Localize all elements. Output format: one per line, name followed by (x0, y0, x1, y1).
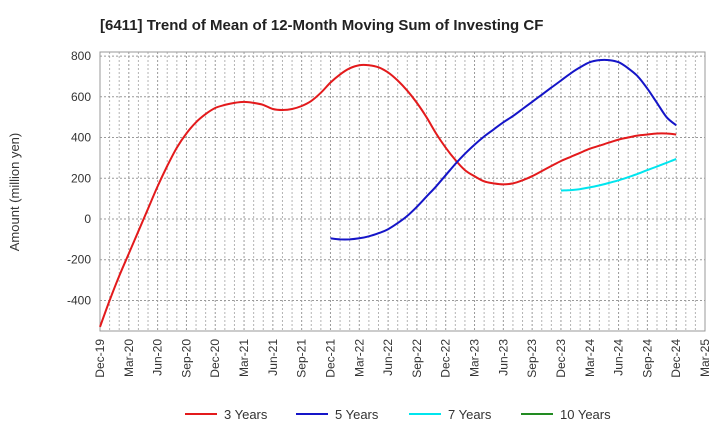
y-tick-label: -200 (67, 253, 91, 267)
x-tick-label: Dec-19 (93, 339, 107, 378)
legend: 3 Years 5 Years 7 Years 10 Years (185, 407, 611, 422)
x-tick-label: Sep-21 (295, 339, 309, 378)
chart-title: [6411] Trend of Mean of 12-Month Moving … (100, 17, 543, 34)
series-line-7-years (560, 157, 677, 192)
x-tick-label: Mar-25 (698, 339, 712, 377)
x-tick-label: Jun-22 (381, 339, 395, 376)
grid (99, 52, 706, 331)
x-tick-label: Dec-23 (554, 339, 568, 378)
y-axis-ticks: 800 600 400 200 0 -200 -400 (67, 49, 91, 307)
x-tick-label: Jun-24 (612, 339, 626, 376)
x-tick-label: Mar-22 (352, 339, 366, 377)
x-tick-label: Jun-23 (496, 339, 510, 376)
x-tick-label: Dec-20 (208, 339, 222, 378)
x-tick-label: Sep-24 (640, 339, 654, 378)
y-tick-label: 600 (71, 90, 91, 104)
x-tick-label: Jun-21 (266, 339, 280, 376)
y-tick-label: 200 (71, 171, 91, 185)
x-tick-label: Dec-22 (439, 339, 453, 378)
x-tick-label: Mar-20 (122, 339, 136, 377)
legend-label-3-years: 3 Years (224, 407, 268, 422)
legend-label-5-years: 5 Years (335, 407, 379, 422)
y-tick-label: 400 (71, 131, 91, 145)
plot-frame (99, 51, 706, 332)
x-tick-label: Dec-21 (323, 339, 337, 378)
x-tick-label: Sep-22 (410, 339, 424, 378)
x-tick-label: Sep-20 (179, 339, 193, 378)
x-tick-label: Mar-24 (583, 339, 597, 377)
legend-label-7-years: 7 Years (448, 407, 492, 422)
y-tick-label: 0 (84, 212, 91, 226)
series-layer (99, 58, 677, 328)
series-line-3-years (99, 63, 677, 328)
y-axis-label: Amount (million yen) (7, 133, 22, 252)
x-tick-label: Sep-23 (525, 339, 539, 378)
x-tick-label: Mar-21 (237, 339, 251, 377)
x-tick-label: Jun-20 (151, 339, 165, 376)
x-tick-label: Dec-24 (669, 339, 683, 378)
series-line-5-years (330, 58, 677, 241)
y-tick-label: 800 (71, 49, 91, 63)
x-tick-label: Mar-23 (468, 339, 482, 377)
x-axis-ticks: Dec-19 Mar-20 Jun-20 Sep-20 Dec-20 Mar-21 Jun-… (93, 339, 712, 378)
y-tick-label: -400 (67, 293, 91, 307)
legend-label-10-years: 10 Years (560, 407, 611, 422)
